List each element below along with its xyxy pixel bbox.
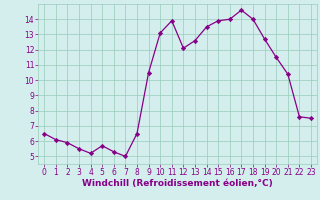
X-axis label: Windchill (Refroidissement éolien,°C): Windchill (Refroidissement éolien,°C) (82, 179, 273, 188)
